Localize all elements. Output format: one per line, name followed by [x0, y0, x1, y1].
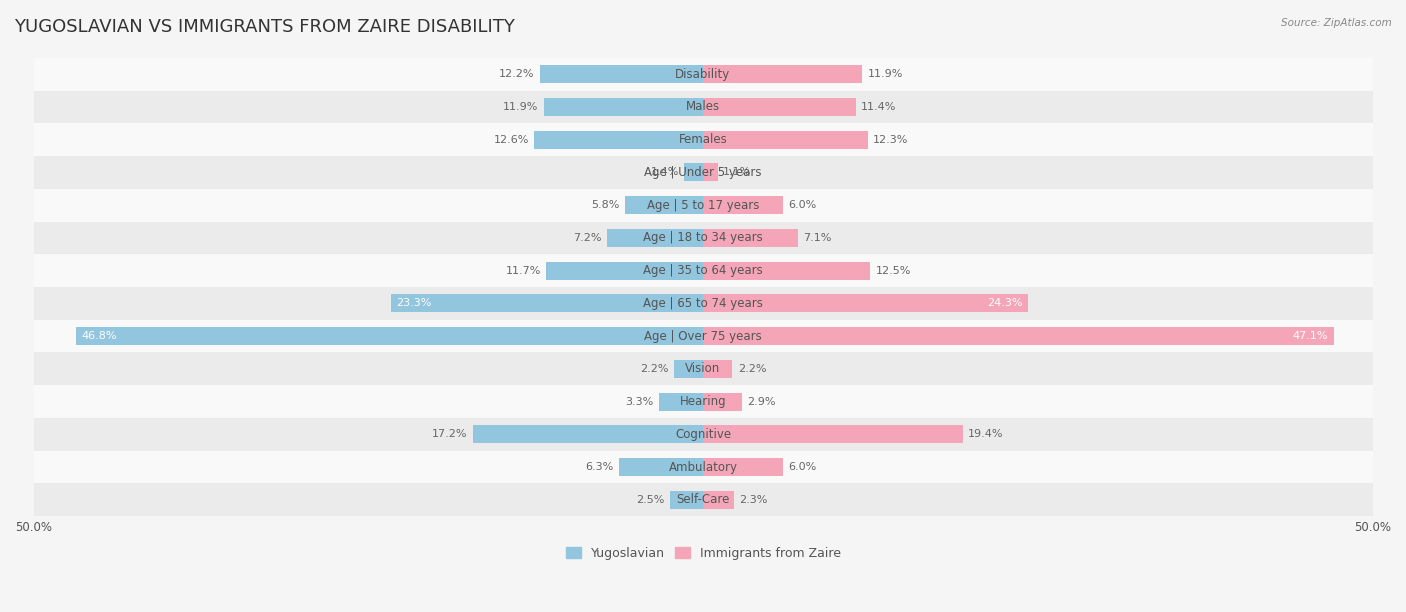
Text: 7.1%: 7.1% [803, 233, 832, 243]
Text: 24.3%: 24.3% [987, 298, 1024, 308]
Bar [673, 360, 703, 378]
Bar [34, 483, 1372, 516]
Text: Disability: Disability [675, 68, 731, 81]
Bar [34, 385, 1372, 418]
Text: 12.2%: 12.2% [499, 69, 534, 79]
Bar [685, 163, 703, 181]
Bar [703, 392, 742, 411]
Bar [626, 196, 703, 214]
Bar [547, 261, 703, 280]
Text: 11.9%: 11.9% [868, 69, 903, 79]
Bar [391, 294, 703, 312]
Bar [703, 98, 856, 116]
Text: 5.8%: 5.8% [592, 200, 620, 210]
Text: 6.3%: 6.3% [585, 462, 613, 472]
Text: 46.8%: 46.8% [82, 331, 117, 341]
Bar [34, 450, 1372, 483]
Text: Source: ZipAtlas.com: Source: ZipAtlas.com [1281, 18, 1392, 28]
Text: 12.3%: 12.3% [873, 135, 908, 144]
Text: Age | 5 to 17 years: Age | 5 to 17 years [647, 199, 759, 212]
Text: 11.7%: 11.7% [506, 266, 541, 275]
Bar [34, 58, 1372, 91]
Text: 11.4%: 11.4% [860, 102, 897, 112]
Text: 6.0%: 6.0% [789, 462, 817, 472]
Bar [703, 229, 799, 247]
Text: 1.1%: 1.1% [723, 168, 751, 177]
Bar [34, 254, 1372, 287]
Text: 2.9%: 2.9% [747, 397, 776, 406]
Bar [703, 294, 1028, 312]
Bar [703, 131, 868, 149]
Text: Cognitive: Cognitive [675, 428, 731, 441]
Text: Age | Over 75 years: Age | Over 75 years [644, 330, 762, 343]
Text: Self-Care: Self-Care [676, 493, 730, 506]
Bar [34, 418, 1372, 450]
Text: Males: Males [686, 100, 720, 113]
Bar [703, 261, 870, 280]
Text: 6.0%: 6.0% [789, 200, 817, 210]
Bar [703, 458, 783, 476]
Bar [34, 123, 1372, 156]
Text: Ambulatory: Ambulatory [668, 460, 738, 474]
Bar [703, 425, 963, 443]
Bar [659, 392, 703, 411]
Text: Age | 65 to 74 years: Age | 65 to 74 years [643, 297, 763, 310]
Bar [703, 327, 1334, 345]
Text: 12.5%: 12.5% [876, 266, 911, 275]
Text: Age | Under 5 years: Age | Under 5 years [644, 166, 762, 179]
Text: Age | 35 to 64 years: Age | 35 to 64 years [643, 264, 763, 277]
Bar [472, 425, 703, 443]
Text: Hearing: Hearing [679, 395, 727, 408]
Bar [703, 360, 733, 378]
Text: 19.4%: 19.4% [969, 429, 1004, 439]
Text: 17.2%: 17.2% [432, 429, 467, 439]
Text: 23.3%: 23.3% [396, 298, 432, 308]
Bar [76, 327, 703, 345]
Bar [34, 319, 1372, 353]
Text: Vision: Vision [685, 362, 721, 375]
Bar [34, 91, 1372, 123]
Bar [34, 156, 1372, 188]
Bar [703, 491, 734, 509]
Bar [540, 65, 703, 83]
Bar [606, 229, 703, 247]
Text: 12.6%: 12.6% [494, 135, 529, 144]
Bar [34, 188, 1372, 222]
Text: 47.1%: 47.1% [1292, 331, 1329, 341]
Text: Females: Females [679, 133, 727, 146]
Text: 2.2%: 2.2% [738, 364, 766, 374]
Text: Age | 18 to 34 years: Age | 18 to 34 years [643, 231, 763, 244]
Text: 2.2%: 2.2% [640, 364, 668, 374]
Text: YUGOSLAVIAN VS IMMIGRANTS FROM ZAIRE DISABILITY: YUGOSLAVIAN VS IMMIGRANTS FROM ZAIRE DIS… [14, 18, 515, 36]
Text: 7.2%: 7.2% [572, 233, 602, 243]
Bar [703, 65, 862, 83]
Text: 1.4%: 1.4% [651, 168, 679, 177]
Bar [669, 491, 703, 509]
Bar [34, 287, 1372, 319]
Legend: Yugoslavian, Immigrants from Zaire: Yugoslavian, Immigrants from Zaire [561, 542, 845, 565]
Bar [703, 163, 717, 181]
Text: 2.5%: 2.5% [636, 494, 664, 505]
Text: 2.3%: 2.3% [740, 494, 768, 505]
Bar [534, 131, 703, 149]
Bar [34, 353, 1372, 385]
Text: 3.3%: 3.3% [626, 397, 654, 406]
Bar [34, 222, 1372, 254]
Bar [544, 98, 703, 116]
Bar [703, 196, 783, 214]
Bar [619, 458, 703, 476]
Text: 11.9%: 11.9% [503, 102, 538, 112]
